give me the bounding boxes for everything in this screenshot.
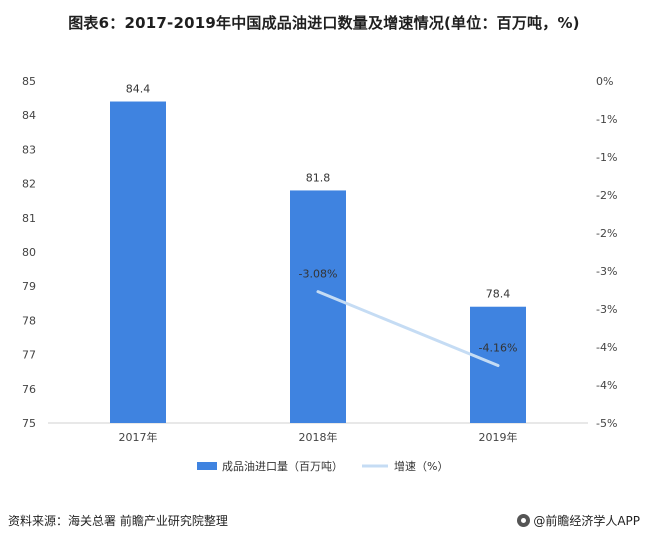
line-value-label: -4.16% (479, 342, 518, 355)
x-axis: 2017年 2018年 2019年 (119, 430, 518, 444)
line-series: -3.08% -4.16% (299, 268, 518, 368)
brand-text: @前瞻经济学人APP (533, 514, 640, 528)
x-tick-label: 2017年 (119, 430, 158, 444)
left-tick-label: 80 (22, 246, 36, 259)
legend-line-label: 增速（%） (394, 459, 448, 473)
bar-value-label: 84.4 (126, 83, 151, 96)
growth-line (316, 290, 500, 368)
left-tick-label: 85 (22, 75, 36, 88)
right-tick-label: -4% (596, 379, 617, 392)
left-tick-label: 84 (22, 109, 36, 122)
left-tick-label: 75 (22, 417, 36, 430)
left-tick-label: 78 (22, 314, 36, 327)
bar-value-label: 78.4 (486, 288, 511, 301)
right-tick-label: -1% (596, 113, 617, 126)
right-tick-label: -2% (596, 227, 617, 240)
legend-bar-swatch (197, 462, 217, 470)
right-tick-label: -2% (596, 189, 617, 202)
right-tick-label: -3% (596, 265, 617, 278)
right-tick-label: -5% (596, 417, 617, 430)
x-tick-label: 2019年 (479, 430, 518, 444)
left-tick-label: 82 (22, 178, 36, 191)
bar-value-label: 81.8 (306, 171, 331, 184)
brand-label: @前瞻经济学人APP (517, 512, 640, 529)
left-tick-label: 77 (22, 349, 36, 362)
right-tick-label: -3% (596, 303, 617, 316)
bar-series: 84.4 81.8 78.4 (110, 83, 526, 424)
bar-1 (110, 101, 166, 424)
right-tick-label: -1% (596, 151, 617, 164)
right-tick-label: -4% (596, 341, 617, 354)
legend: 成品油进口量（百万吨） 增速（%） (197, 459, 448, 473)
left-tick-label: 83 (22, 143, 36, 156)
x-tick-label: 2018年 (299, 430, 338, 444)
bar-2 (290, 190, 346, 423)
left-axis: 75 76 77 78 79 80 81 82 83 84 85 (22, 75, 36, 430)
left-tick-label: 76 (22, 383, 36, 396)
left-tick-label: 79 (22, 280, 36, 293)
right-axis: 0% -1% -1% -2% -2% -3% -3% -4% -4% -5% (596, 75, 617, 430)
chart-title: 图表6：2017-2019年中国成品油进口数量及增速情况(单位：百万吨，%) (68, 14, 580, 32)
line-value-label: -3.08% (299, 268, 338, 281)
source-note: 资料来源：海关总署 前瞻产业研究院整理 (8, 514, 228, 528)
right-tick-label: 0% (596, 75, 613, 88)
left-tick-label: 81 (22, 212, 36, 225)
brand-logo-icon (517, 514, 531, 527)
legend-bar-label: 成品油进口量（百万吨） (222, 459, 343, 473)
